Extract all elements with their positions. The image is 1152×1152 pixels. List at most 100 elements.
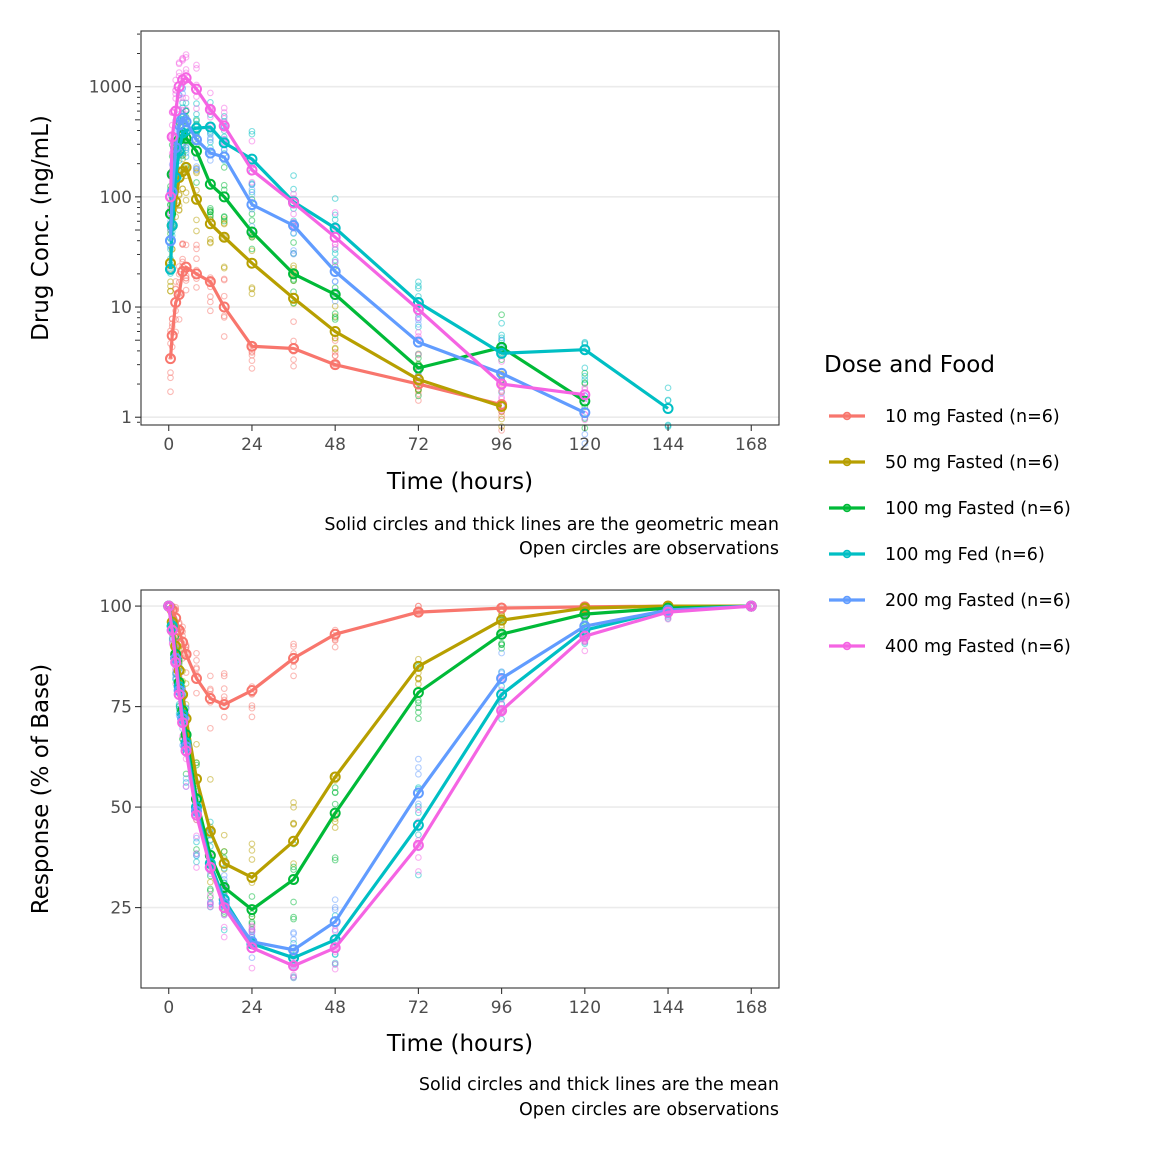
observation-point — [193, 245, 200, 253]
mean-point — [662, 402, 674, 414]
mean-point — [180, 72, 192, 84]
mean-point — [204, 178, 216, 190]
observation-point — [179, 54, 186, 62]
mean-line — [168, 116, 586, 415]
x-tick-label: 0 — [163, 998, 174, 1018]
observation-point — [248, 210, 256, 218]
legend-label: 10 mg Fasted (n=6) — [885, 407, 1060, 427]
observation-point — [182, 53, 190, 61]
observation-point — [498, 311, 505, 319]
mean-line — [168, 125, 669, 410]
pd-caption-line-1: Solid circles and thick lines are the me… — [419, 1075, 779, 1095]
pd-y-axis: 25 50 75 100 — [100, 597, 141, 919]
mean-point — [246, 164, 258, 176]
observation-point — [193, 216, 200, 224]
observation-point — [179, 185, 186, 193]
x-tick-label: 144 — [652, 998, 684, 1018]
observation-point — [220, 333, 228, 340]
mean-point — [496, 689, 508, 701]
mean-point — [180, 161, 192, 173]
pd-x-axis-title: Time (hours) — [386, 1031, 533, 1057]
observation-point — [581, 647, 589, 655]
observation-point — [182, 106, 190, 113]
observation-point — [220, 864, 228, 872]
mean-point — [496, 614, 508, 626]
observation-point — [290, 799, 297, 806]
observation-point — [290, 915, 297, 923]
observation-point — [290, 930, 297, 938]
mean-point — [190, 134, 202, 146]
observation-point — [331, 216, 339, 224]
observation-point — [581, 372, 589, 380]
x-tick-label: 24 — [241, 998, 263, 1018]
legend-key-point — [842, 411, 852, 421]
observation-point — [182, 51, 190, 58]
observation-point — [581, 403, 589, 411]
x-tick-label: 0 — [163, 435, 174, 455]
observation-point — [206, 307, 214, 315]
observation-point — [415, 809, 422, 817]
mean-point — [190, 809, 202, 821]
observation-point — [167, 287, 174, 295]
y-tick-label: 25 — [110, 899, 132, 919]
observation-point — [248, 137, 256, 145]
observation-point — [220, 926, 228, 934]
mean-point — [218, 699, 230, 711]
observation-point — [498, 649, 505, 657]
observation-point — [248, 879, 256, 887]
observation-point — [248, 188, 256, 196]
observation-point — [290, 640, 297, 648]
observation-point — [248, 847, 256, 854]
pd-caption-line-2: Open circles are observations — [519, 1100, 779, 1120]
mean-point — [579, 389, 591, 401]
mean-point — [246, 685, 258, 697]
observation-point — [193, 166, 200, 174]
observation-point — [290, 185, 297, 193]
observation-point — [220, 264, 228, 272]
observation-point — [248, 893, 256, 900]
observation-point — [415, 392, 422, 400]
y-tick-label: 100 — [100, 188, 132, 208]
observation-point — [415, 764, 422, 771]
mean-point — [329, 359, 341, 371]
observation-point — [581, 340, 589, 348]
observation-point — [498, 641, 505, 649]
mean-point — [412, 606, 424, 618]
observation-point — [220, 923, 228, 931]
mean-point — [218, 191, 230, 203]
observation-point — [206, 685, 214, 693]
mean-point — [288, 343, 300, 355]
mean-point — [329, 325, 341, 337]
observation-point — [581, 430, 589, 438]
observation-point — [331, 345, 339, 353]
mean-point — [745, 600, 757, 612]
observation-point — [179, 94, 186, 102]
observation-point — [290, 971, 297, 979]
mean-point — [204, 104, 216, 116]
observation-point — [415, 871, 422, 879]
pd-panel: 25 50 75 100 0 24 48 72 96 120 144 168 Response (%… — [28, 589, 780, 1120]
mean-point — [496, 628, 508, 640]
observation-point — [290, 172, 297, 179]
observation-point — [331, 906, 339, 914]
pk-plot-border — [140, 30, 780, 426]
pk-y-axis: 1 10 100 1000 — [89, 33, 141, 428]
observation-point — [193, 100, 200, 107]
observation-point — [193, 105, 200, 112]
observation-point — [331, 643, 339, 651]
observation-point — [331, 337, 339, 345]
mean-point — [218, 301, 230, 313]
observation-point — [415, 316, 422, 324]
x-tick-label: 168 — [735, 998, 767, 1018]
mean-point — [288, 652, 300, 664]
pk-x-axis-title: Time (hours) — [386, 469, 533, 495]
observation-point — [193, 864, 200, 871]
observation-point — [175, 316, 183, 323]
observation-point — [290, 249, 297, 257]
mean-point — [166, 330, 178, 342]
observation-point — [248, 348, 256, 355]
observation-point — [248, 181, 256, 188]
mean-point — [329, 628, 341, 640]
mean-point — [246, 904, 258, 916]
observation-point — [193, 163, 200, 170]
